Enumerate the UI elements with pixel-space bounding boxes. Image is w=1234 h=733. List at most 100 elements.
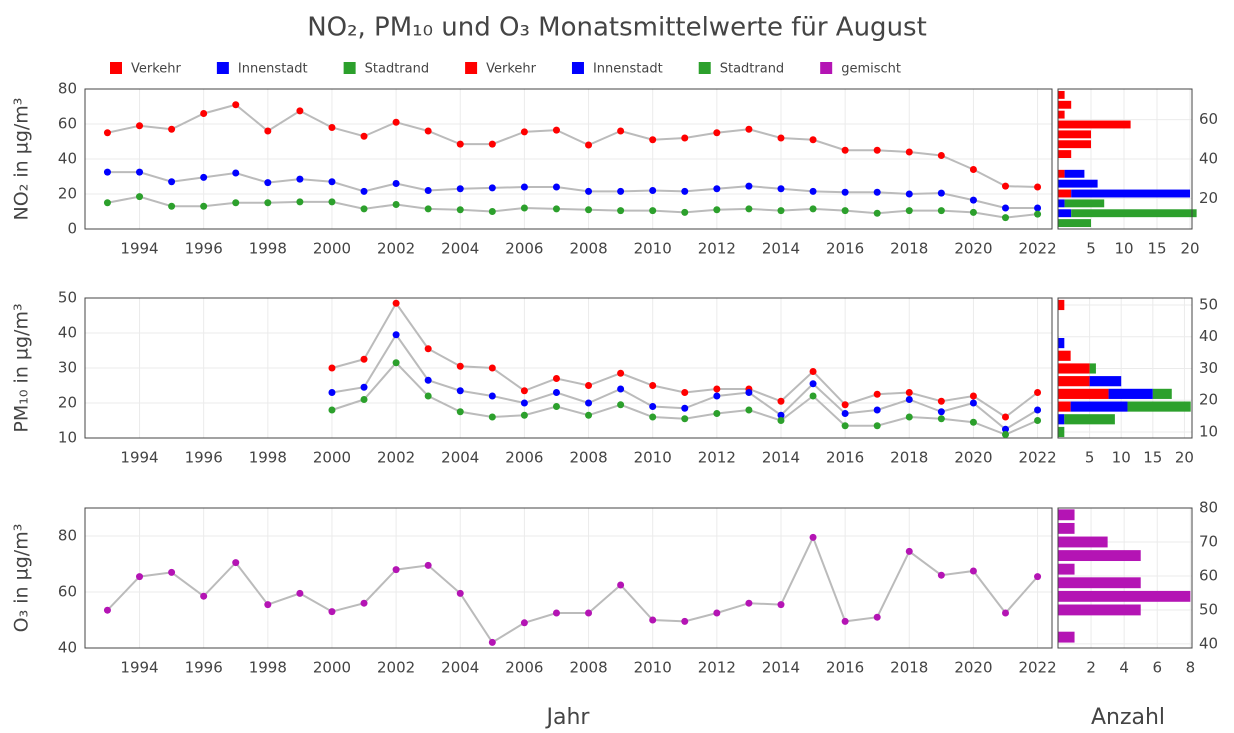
- data-point: [328, 198, 336, 206]
- data-point: [520, 183, 528, 191]
- data-point: [103, 129, 111, 137]
- data-point: [488, 638, 496, 646]
- x-tick-label: 2006: [505, 659, 543, 677]
- x-tick-label: 2010: [634, 659, 672, 677]
- data-point: [1034, 406, 1042, 414]
- histogram-bar: [1089, 363, 1096, 374]
- data-point: [168, 178, 176, 186]
- x-tick-label: 2000: [313, 240, 351, 258]
- legend-label: Stadtrand: [365, 62, 429, 77]
- y-tick-label: 40: [58, 324, 77, 342]
- data-point: [617, 385, 625, 393]
- y-tick-label: 50: [1199, 295, 1218, 313]
- data-point: [168, 568, 176, 576]
- data-point: [713, 410, 721, 417]
- data-point: [456, 589, 464, 597]
- x-tick-label: 2008: [569, 240, 607, 258]
- x-axis-title: Jahr: [545, 705, 591, 730]
- histogram-bar: [1058, 363, 1090, 374]
- x-tick-label: 1998: [249, 659, 287, 677]
- data-point: [1001, 425, 1009, 433]
- data-point: [392, 566, 400, 574]
- data-point: [585, 382, 593, 389]
- data-point: [681, 389, 689, 396]
- data-point: [424, 345, 432, 353]
- data-point: [488, 413, 496, 421]
- y-tick-label: 30: [1199, 359, 1218, 377]
- data-point: [681, 134, 689, 142]
- data-point: [264, 199, 272, 207]
- data-point: [456, 408, 464, 416]
- data-point: [1001, 204, 1009, 212]
- histogram-bar: [1058, 209, 1072, 218]
- data-point: [905, 547, 913, 555]
- legend-swatch: [110, 62, 122, 74]
- data-point: [841, 188, 849, 196]
- data-point: [1034, 573, 1042, 581]
- histogram-bar: [1058, 150, 1072, 159]
- x-tick-label: 2018: [890, 449, 928, 467]
- data-point: [937, 207, 945, 215]
- data-point: [136, 573, 144, 581]
- data-point: [360, 599, 368, 607]
- x-tick-label: 2004: [441, 659, 479, 677]
- x-tick-label: 5: [1085, 449, 1095, 467]
- x-tick-label: 2018: [890, 659, 928, 677]
- data-point: [649, 382, 657, 389]
- data-point: [713, 392, 721, 400]
- histogram-bar: [1058, 426, 1065, 438]
- data-point: [488, 364, 496, 372]
- x-tick-label: 2004: [441, 449, 479, 467]
- y-tick-label: 10: [1199, 422, 1218, 440]
- data-point: [552, 609, 560, 617]
- histogram-bar: [1058, 577, 1141, 589]
- data-point: [937, 408, 945, 416]
- y-tick-label: 50: [1199, 600, 1218, 618]
- y-tick-label: 0: [67, 220, 77, 238]
- y-tick-label: 80: [1199, 499, 1218, 517]
- histogram-bar: [1058, 563, 1075, 575]
- x-tick-label: 1996: [185, 659, 223, 677]
- x-tick-label: 2010: [634, 449, 672, 467]
- data-point: [168, 125, 176, 133]
- data-point: [841, 401, 849, 409]
- x-tick-label: 2022: [1018, 240, 1056, 258]
- histogram-bar: [1058, 100, 1072, 109]
- data-point: [360, 187, 368, 195]
- y-tick-label: 60: [58, 583, 77, 601]
- data-point: [649, 136, 657, 144]
- histogram-bar: [1127, 401, 1191, 412]
- x-tick-label: 2014: [762, 240, 800, 258]
- data-point: [520, 619, 528, 627]
- histogram-bar: [1058, 376, 1090, 387]
- data-point: [1001, 413, 1009, 421]
- y-tick-label: 70: [1199, 532, 1218, 550]
- data-point: [713, 609, 721, 617]
- data-point: [328, 178, 336, 186]
- data-point: [777, 417, 785, 424]
- data-point: [809, 392, 817, 400]
- x-tick-label: 2000: [313, 659, 351, 677]
- y-tick-label: 60: [1199, 566, 1218, 584]
- x-tick-label: 2: [1086, 659, 1096, 677]
- y-tick-label: 10: [58, 429, 77, 447]
- x-tick-label: 2010: [634, 240, 672, 258]
- data-point: [777, 134, 785, 142]
- data-point: [681, 617, 689, 625]
- data-point: [841, 410, 849, 417]
- y-axis-title: O₃ in µg/m³: [11, 524, 33, 633]
- series-line: [331, 332, 1039, 431]
- data-point: [328, 389, 336, 396]
- data-point: [328, 406, 336, 414]
- data-point: [360, 355, 368, 363]
- data-point: [969, 196, 977, 204]
- y-tick-label: 30: [58, 359, 77, 377]
- histogram-bar: [1058, 140, 1092, 149]
- plot-frame: [84, 88, 1053, 230]
- x-tick-label: 2014: [762, 449, 800, 467]
- legend-label: Stadtrand: [720, 62, 784, 77]
- data-point: [552, 205, 560, 213]
- histogram-bar: [1058, 199, 1065, 208]
- x-tick-label: 2012: [698, 240, 736, 258]
